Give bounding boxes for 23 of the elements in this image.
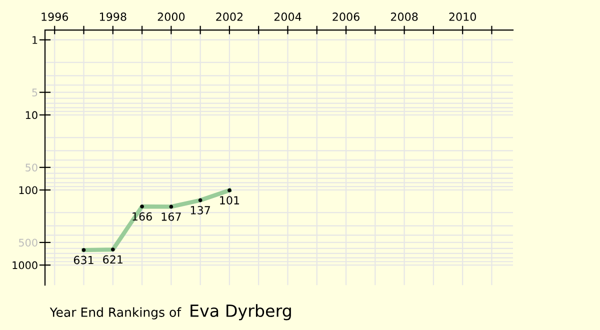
x-tick-label: 2004 <box>274 12 302 21</box>
x-tick-label: 2002 <box>216 12 242 21</box>
y-tick-label: 50 <box>26 164 38 172</box>
data-label: 101 <box>220 196 240 204</box>
data-label: 621 <box>103 255 122 264</box>
y-tick-label: 1000 <box>12 261 38 270</box>
data-label: 631 <box>74 256 94 264</box>
data-label: 137 <box>190 206 210 214</box>
x-tick-label: 2006 <box>332 12 360 21</box>
y-tick-label: 500 <box>18 238 38 247</box>
x-tick-label: 1998 <box>100 12 126 21</box>
y-tick-label: 5 <box>32 88 38 96</box>
x-tick-label: 2000 <box>158 12 185 21</box>
x-tick-label: 2008 <box>390 12 418 21</box>
text: Eva Dyrberg <box>190 304 291 320</box>
y-tick-label: 10 <box>26 111 38 120</box>
y-tick-label: 100 <box>19 186 38 194</box>
text: Year End Rankings of <box>50 307 182 320</box>
x-tick-label: 1996 <box>42 12 68 21</box>
y-tick-label: 1 <box>32 36 38 44</box>
x-tick-label: 2010 <box>449 12 476 21</box>
data-label: 166 <box>132 212 152 221</box>
data-label: 167 <box>162 212 181 221</box>
